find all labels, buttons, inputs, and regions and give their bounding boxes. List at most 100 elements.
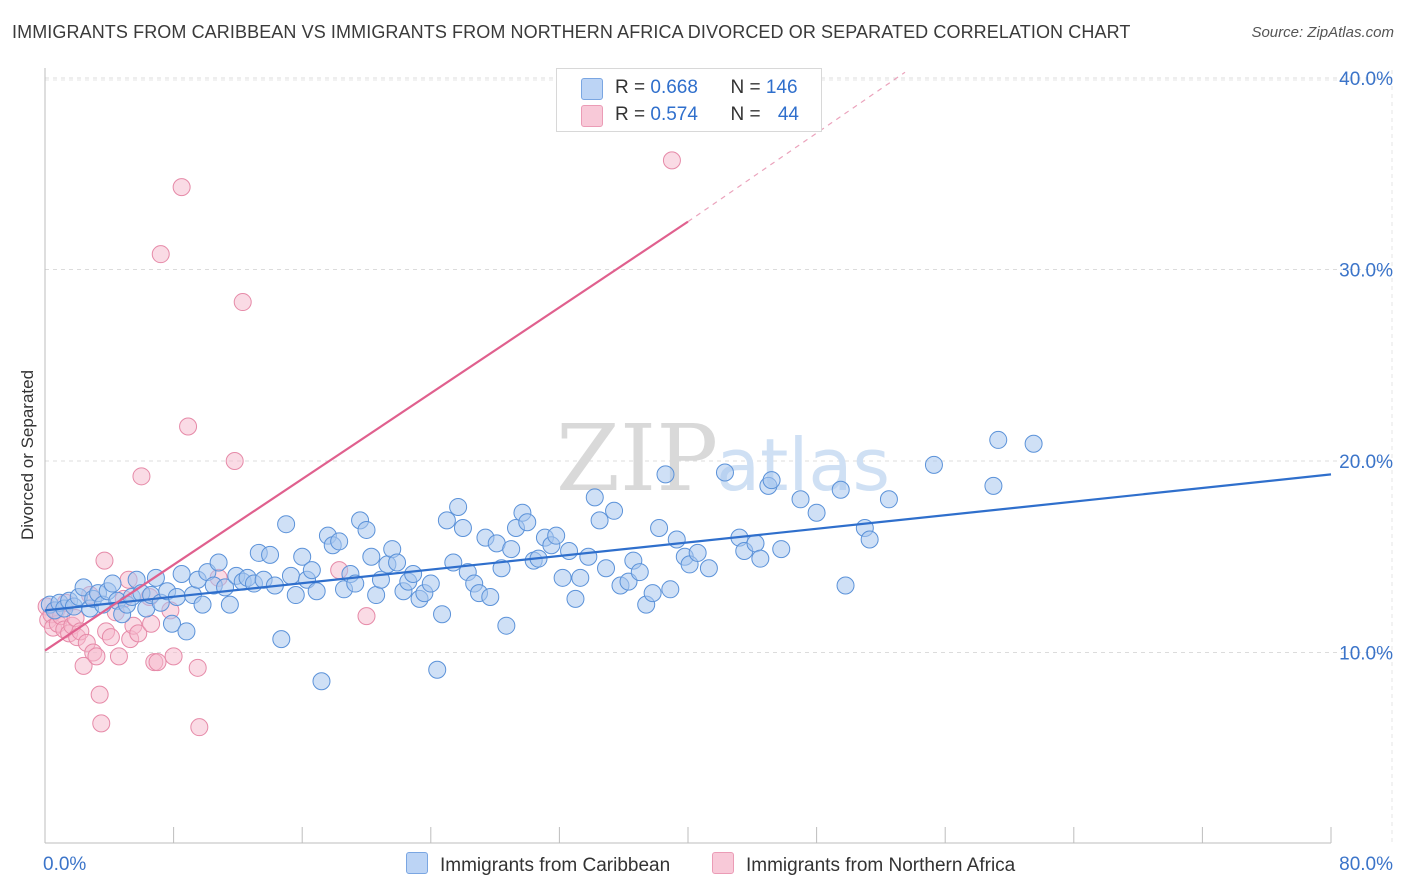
point-caribbean <box>209 553 228 572</box>
y-tick-label: 40.0% <box>1339 69 1393 90</box>
point-caribbean <box>656 465 675 484</box>
point-caribbean <box>193 595 212 614</box>
trendline-northern-africa-extension <box>687 71 906 223</box>
point-caribbean <box>1024 434 1043 453</box>
legend-label-caribbean: Immigrants from Caribbean <box>440 855 671 876</box>
point-caribbean <box>597 559 616 578</box>
point-northern-africa <box>357 607 376 626</box>
legend-n-value: 44 <box>777 104 799 125</box>
series-caribbean <box>40 430 1043 691</box>
point-caribbean <box>302 561 321 580</box>
point-caribbean <box>277 515 296 534</box>
point-caribbean <box>346 574 365 593</box>
x-tick-label-min: 0.0% <box>43 854 86 875</box>
trendline-northern-africa <box>44 220 689 652</box>
trend-lines <box>44 71 1332 652</box>
series-northern-africa <box>37 151 681 737</box>
point-northern-africa <box>132 467 151 486</box>
point-caribbean <box>772 540 791 559</box>
point-caribbean <box>449 497 468 516</box>
point-caribbean <box>836 576 855 595</box>
y-tick-label: 30.0% <box>1339 261 1393 282</box>
point-northern-africa <box>190 718 209 737</box>
point-caribbean <box>293 547 312 566</box>
point-caribbean <box>357 520 376 539</box>
point-caribbean <box>650 519 669 538</box>
point-caribbean <box>453 519 472 538</box>
point-caribbean <box>437 511 456 530</box>
point-caribbean <box>791 490 810 509</box>
y-tick-label: 20.0% <box>1339 452 1393 473</box>
point-northern-africa <box>151 245 170 264</box>
point-caribbean <box>547 526 566 545</box>
point-caribbean <box>312 672 331 691</box>
point-caribbean <box>177 622 196 641</box>
source-label: Source: ZipAtlas.com <box>1251 24 1394 41</box>
point-northern-africa <box>172 178 191 197</box>
legend-n-label: N = <box>730 77 766 98</box>
legend-swatch-pink <box>712 852 734 874</box>
point-caribbean <box>590 511 609 530</box>
point-caribbean <box>404 564 423 583</box>
legend-r-label: R = <box>615 77 651 98</box>
legend-n-value: 146 <box>765 77 798 98</box>
point-caribbean <box>103 574 122 593</box>
legend-swatch-blue <box>581 78 603 100</box>
watermark-zip: ZIP <box>556 405 718 512</box>
point-caribbean <box>579 547 598 566</box>
x-tick-label-max: 80.0% <box>1339 854 1393 875</box>
trendline-caribbean <box>44 473 1332 612</box>
point-caribbean <box>388 553 407 572</box>
point-caribbean <box>807 503 826 522</box>
point-caribbean <box>553 568 572 587</box>
axes <box>44 68 1332 844</box>
point-northern-africa <box>225 452 244 470</box>
legend-n-label: N = <box>730 104 766 125</box>
point-caribbean <box>566 589 585 608</box>
point-northern-africa <box>95 551 114 570</box>
point-northern-africa <box>148 653 167 672</box>
chart-title: IMMIGRANTS FROM CARIBBEAN VS IMMIGRANTS … <box>12 22 1131 42</box>
point-caribbean <box>879 490 898 509</box>
point-caribbean <box>667 530 686 549</box>
point-caribbean <box>605 501 624 520</box>
point-caribbean <box>860 530 879 549</box>
point-caribbean <box>272 630 291 649</box>
point-northern-africa <box>179 417 198 436</box>
y-tick-label: 10.0% <box>1339 644 1393 665</box>
point-caribbean <box>989 430 1008 449</box>
point-northern-africa <box>109 647 128 666</box>
point-northern-africa <box>233 293 252 312</box>
legend-item-northern-africa: Immigrants from Northern Africa <box>712 852 1015 877</box>
point-northern-africa <box>662 151 681 170</box>
point-northern-africa <box>188 658 207 677</box>
y-axis-label: Divorced or Separated <box>18 369 37 541</box>
point-caribbean <box>421 574 440 593</box>
point-caribbean <box>688 543 707 562</box>
grid-lines <box>45 70 1393 843</box>
point-northern-africa <box>101 628 120 647</box>
point-caribbean <box>924 455 943 474</box>
point-northern-africa <box>74 656 93 675</box>
point-caribbean <box>746 534 765 553</box>
point-northern-africa <box>90 685 109 704</box>
point-caribbean <box>481 587 500 606</box>
legend-item-caribbean: Immigrants from Caribbean <box>406 852 670 877</box>
point-caribbean <box>630 563 649 582</box>
point-caribbean <box>281 566 300 585</box>
point-caribbean <box>497 616 516 635</box>
point-caribbean <box>367 586 386 605</box>
point-caribbean <box>428 660 447 679</box>
point-northern-africa <box>164 647 183 666</box>
point-caribbean <box>571 568 590 587</box>
point-caribbean <box>585 488 604 507</box>
tick-labels: 10.0% 20.0% 30.0% 40.0% 0.0% 80.0% <box>43 69 1393 875</box>
point-caribbean <box>220 595 239 614</box>
legend-r-value: 0.574 <box>650 104 698 125</box>
point-caribbean <box>362 547 381 566</box>
legend-swatch-pink <box>581 105 603 127</box>
point-caribbean <box>751 549 770 568</box>
legend-swatch-blue <box>406 852 428 874</box>
point-caribbean <box>643 584 662 603</box>
